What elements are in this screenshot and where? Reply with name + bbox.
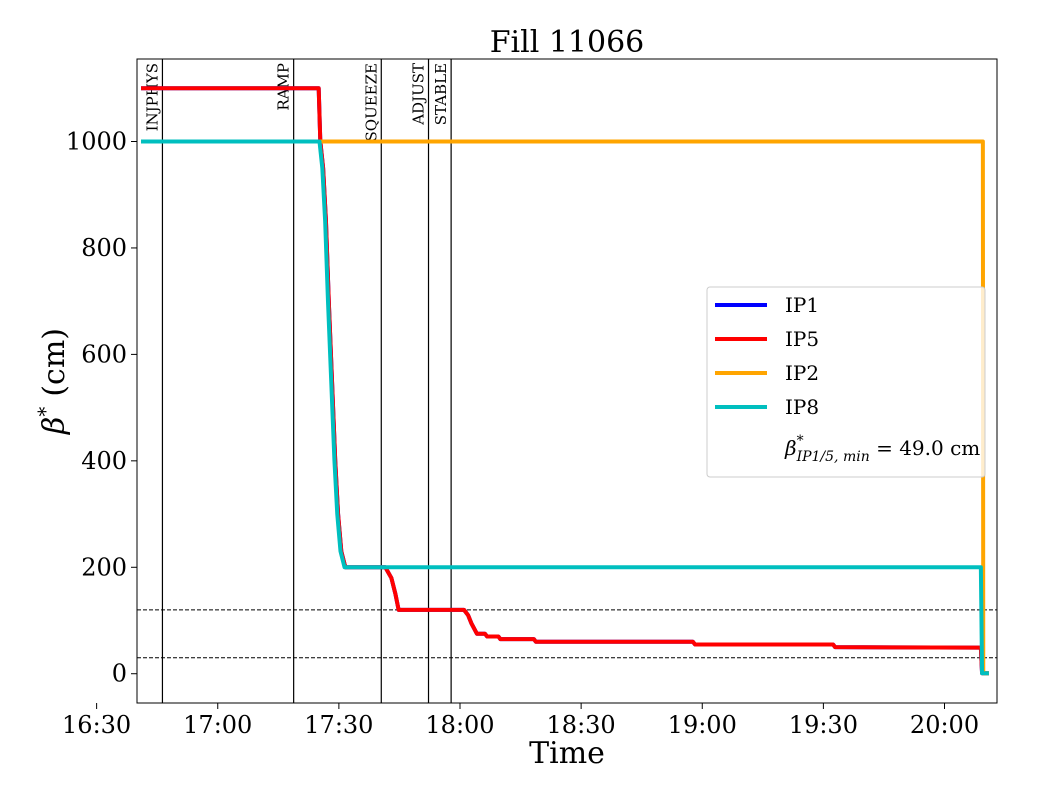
legend-label-ip8: IP8 xyxy=(785,395,819,419)
y-tick-label: 0 xyxy=(112,660,127,688)
legend-label-ip1: IP1 xyxy=(785,293,819,317)
x-tick-label: 19:30 xyxy=(789,711,858,739)
y-tick-label: 1000 xyxy=(66,127,127,155)
y-axis-label: β* (cm) xyxy=(33,328,72,435)
x-axis-ticks: 16:30 17:00 17:30 18:00 18:30 19:00 19:30 20:00 xyxy=(62,703,979,739)
phase-label-injphys: INJPHYS xyxy=(143,63,161,131)
x-tick-label: 20:00 xyxy=(910,711,979,739)
y-tick-label: 600 xyxy=(81,340,127,368)
legend-beta-min-note: β* IP1/5, min = 49.0 cm xyxy=(784,433,980,465)
phase-label-adjust: ADJUST xyxy=(410,63,428,126)
legend-label-ip2: IP2 xyxy=(785,361,819,385)
series-line-ip8 xyxy=(141,139,989,676)
x-axis-label: Time xyxy=(529,736,605,771)
legend: IP1 IP5 IP2 IP8 β* IP1/5, min = 49.0 cm xyxy=(706,286,986,478)
phase-label-stable: STABLE xyxy=(432,63,450,125)
phase-markers: INJPHYS RAMP SQUEEZE ADJUST STABLE xyxy=(143,59,452,703)
x-tick-label: 18:30 xyxy=(547,711,616,739)
y-axis-superscript: * xyxy=(33,407,57,417)
x-tick-label: 18:00 xyxy=(425,711,494,739)
legend-label-ip5: IP5 xyxy=(785,327,819,351)
y-tick-label: 200 xyxy=(81,553,127,581)
legend-box xyxy=(706,286,986,478)
chart-title: Fill 11066 xyxy=(490,25,645,60)
y-axis-unit: (cm) xyxy=(37,328,72,397)
reference-lines xyxy=(137,609,997,659)
y-axis-ticks: 0 200 400 600 800 1000 xyxy=(66,127,137,688)
y-tick-label: 800 xyxy=(81,234,127,262)
x-tick-label: 16:30 xyxy=(62,711,131,739)
x-tick-label: 17:30 xyxy=(304,711,373,739)
y-axis-symbol: β xyxy=(37,417,72,435)
phase-label-squeeze: SQUEEZE xyxy=(362,63,380,142)
x-tick-label: 17:00 xyxy=(183,711,252,739)
y-tick-label: 400 xyxy=(81,447,127,475)
plot-frame xyxy=(136,58,998,704)
x-tick-label: 19:00 xyxy=(668,711,737,739)
